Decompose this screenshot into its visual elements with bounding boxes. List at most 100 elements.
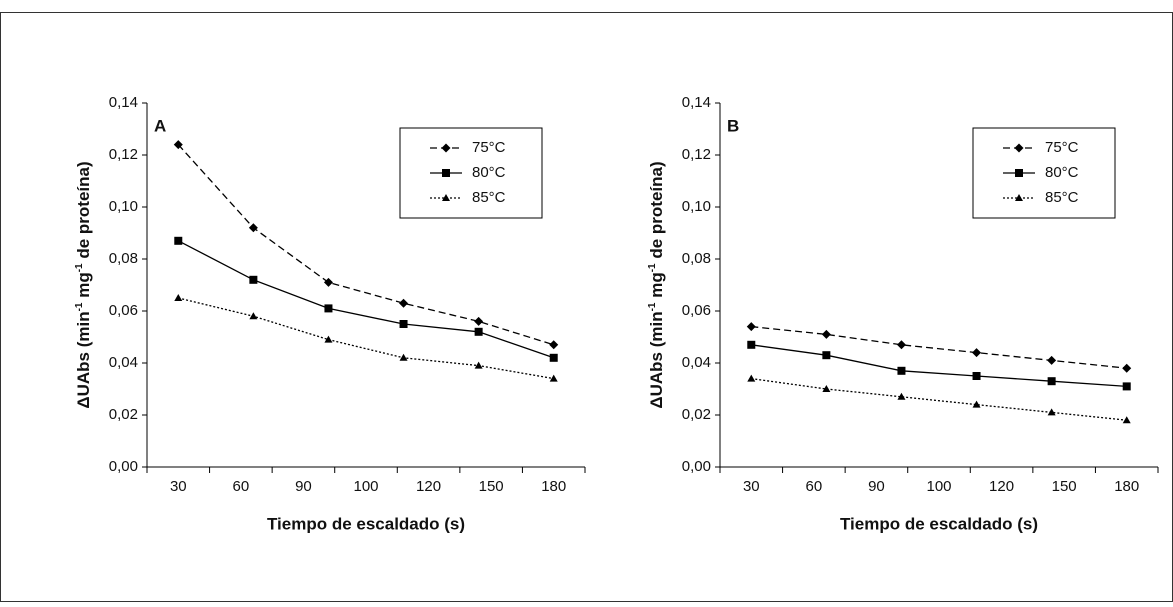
y-axis-title-part: mg bbox=[647, 272, 666, 302]
x-tick-label: 120 bbox=[416, 478, 441, 495]
marker bbox=[549, 340, 559, 350]
x-tick-label: 100 bbox=[353, 478, 378, 495]
panel-label: B bbox=[727, 116, 739, 135]
y-axis-title-part: -1 bbox=[647, 302, 658, 311]
x-tick-label: 150 bbox=[479, 478, 504, 495]
marker bbox=[474, 316, 484, 326]
series-line bbox=[177, 240, 554, 359]
y-tick-label: 0,08 bbox=[109, 250, 138, 267]
marker bbox=[1122, 363, 1132, 373]
legend-label: 85°C bbox=[1045, 189, 1079, 206]
legend-marker bbox=[442, 194, 450, 201]
y-axis-title: ΔUAbs (min-1 mg-1 de proteína) bbox=[647, 161, 666, 408]
series-line bbox=[751, 344, 1127, 388]
y-tick-label: 0,10 bbox=[109, 198, 138, 215]
marker bbox=[972, 400, 981, 408]
marker bbox=[972, 372, 981, 380]
y-axis-title-part: -1 bbox=[74, 263, 85, 272]
marker bbox=[323, 277, 333, 287]
marker bbox=[174, 294, 183, 301]
marker bbox=[747, 340, 756, 349]
y-tick-label: 0,02 bbox=[682, 406, 711, 423]
legend-label: 80°C bbox=[1045, 164, 1079, 181]
marker bbox=[399, 353, 408, 361]
marker bbox=[474, 361, 483, 369]
marker bbox=[549, 374, 558, 382]
marker bbox=[822, 351, 831, 360]
y-tick-label: 0,08 bbox=[682, 250, 711, 267]
marker bbox=[897, 392, 906, 400]
y-tick-label: 0,00 bbox=[109, 458, 138, 475]
marker bbox=[896, 340, 906, 350]
legend-box bbox=[399, 127, 543, 219]
y-tick-label: 0,00 bbox=[682, 458, 711, 475]
y-tick-label: 0,12 bbox=[682, 146, 711, 163]
y-axis-title-part: -1 bbox=[647, 263, 658, 272]
series-line bbox=[177, 144, 554, 346]
marker bbox=[399, 320, 408, 328]
y-tick-label: 0,02 bbox=[109, 406, 138, 423]
marker bbox=[821, 329, 831, 339]
x-tick-label: 120 bbox=[989, 478, 1014, 495]
series-line bbox=[751, 377, 1127, 421]
x-tick-label: 60 bbox=[806, 478, 823, 495]
y-tick-label: 0,10 bbox=[682, 198, 711, 215]
marker bbox=[972, 348, 982, 358]
y-tick-label: 0,06 bbox=[109, 302, 138, 319]
x-tick-label: 180 bbox=[541, 478, 566, 495]
legend-marker bbox=[1015, 169, 1023, 177]
marker bbox=[324, 335, 333, 343]
marker bbox=[248, 223, 258, 233]
y-axis-title-part: de proteína) bbox=[74, 161, 93, 263]
x-tick-label: 100 bbox=[926, 478, 951, 495]
marker bbox=[746, 322, 756, 332]
marker bbox=[822, 385, 831, 392]
series-line bbox=[178, 297, 554, 380]
x-tick-label: 180 bbox=[1114, 478, 1139, 495]
x-tick-label: 60 bbox=[233, 478, 250, 495]
y-axis-title-part: ΔUAbs (min bbox=[647, 311, 666, 408]
legend-label: 75°C bbox=[472, 139, 506, 156]
y-tick-label: 0,14 bbox=[682, 94, 711, 111]
marker bbox=[1047, 377, 1056, 386]
chart: 0,00 0,02 0,04 0,06 0,08 0,10 0,12 0,14 30 60 90 10… bbox=[647, 94, 1159, 533]
marker bbox=[747, 374, 756, 382]
marker bbox=[399, 298, 409, 308]
x-tick-label: 90 bbox=[868, 478, 885, 495]
legend-marker bbox=[441, 143, 451, 153]
marker bbox=[474, 327, 483, 336]
y-axis-title: ΔUAbs (min-1 mg-1 de proteína) bbox=[74, 161, 93, 408]
marker bbox=[249, 275, 258, 284]
marker bbox=[324, 304, 333, 313]
x-axis-title: Tiempo de escaldado (s) bbox=[840, 514, 1038, 533]
legend-label: 85°C bbox=[472, 189, 506, 206]
series-line bbox=[751, 325, 1127, 369]
y-axis-title-part: -1 bbox=[74, 302, 85, 311]
y-axis-title-part: de proteína) bbox=[647, 161, 666, 263]
frame bbox=[0, 12, 1173, 602]
x-tick-label: 30 bbox=[743, 478, 760, 495]
x-tick-label: 30 bbox=[170, 478, 187, 495]
marker bbox=[1047, 355, 1057, 365]
y-tick-label: 0,04 bbox=[109, 354, 138, 371]
marker bbox=[173, 140, 183, 150]
marker bbox=[174, 236, 183, 245]
legend-marker bbox=[1015, 194, 1023, 201]
marker bbox=[249, 312, 258, 320]
marker bbox=[1122, 416, 1131, 424]
y-axis-title-part: ΔUAbs (min bbox=[74, 311, 93, 408]
legend-marker bbox=[1014, 143, 1024, 153]
y-tick-label: 0,12 bbox=[109, 146, 138, 163]
legend-label: 80°C bbox=[472, 164, 506, 181]
marker bbox=[549, 353, 558, 362]
marker bbox=[1122, 382, 1131, 391]
legend-box bbox=[972, 127, 1116, 219]
y-tick-label: 0,04 bbox=[682, 354, 711, 371]
legend-marker bbox=[442, 169, 450, 177]
y-tick-label: 0,14 bbox=[109, 94, 138, 111]
marker bbox=[897, 366, 906, 375]
legend-label: 75°C bbox=[1045, 139, 1079, 156]
y-tick-label: 0,06 bbox=[682, 302, 711, 319]
